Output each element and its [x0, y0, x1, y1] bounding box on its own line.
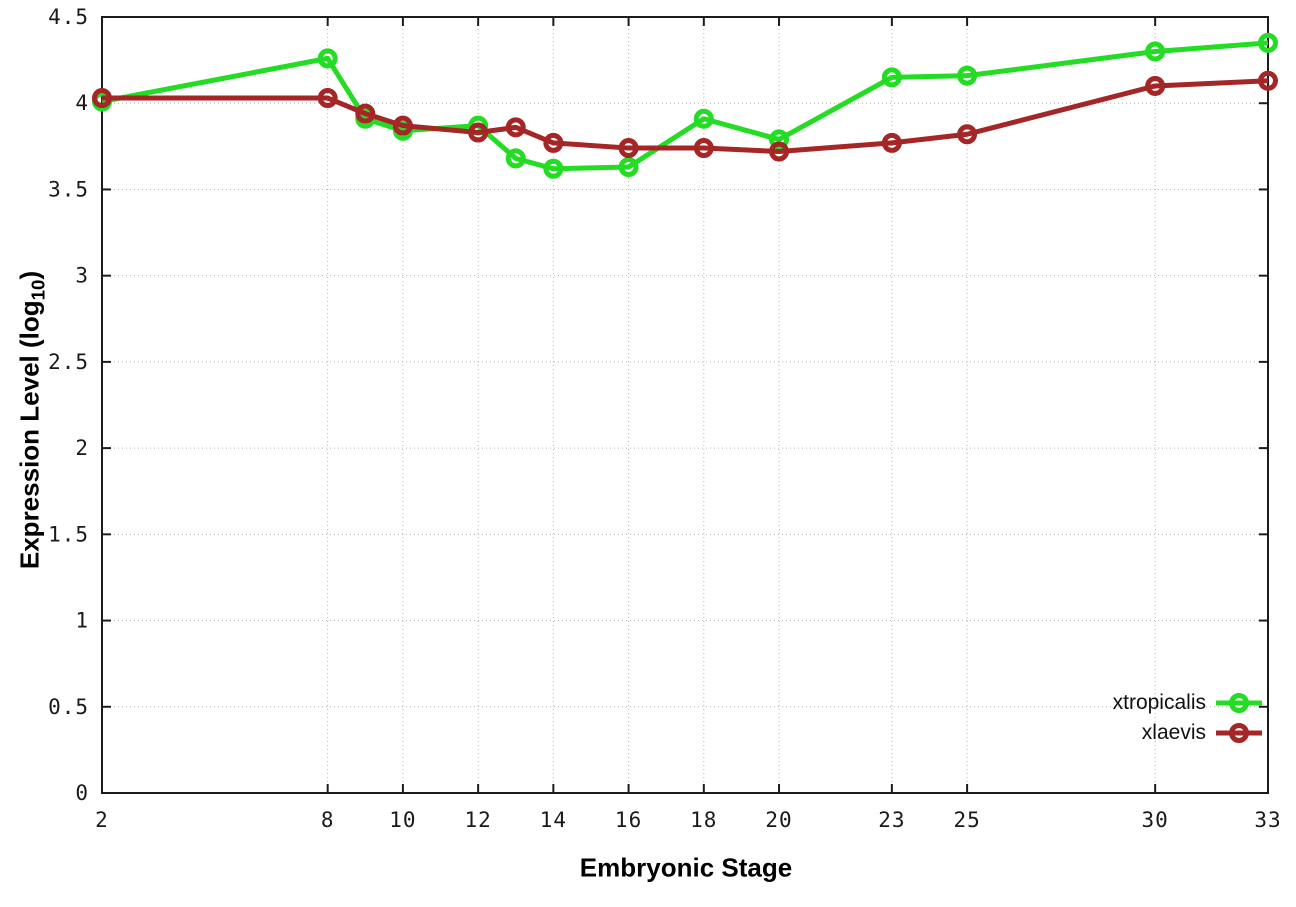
series-line-xlaevis	[102, 78, 1269, 155]
tick-marks	[101, 16, 1269, 794]
legend-label-xlaevis: xlaevis	[1141, 720, 1206, 744]
data-point-xlaevis	[881, 132, 902, 153]
data-point-xtropicalis	[769, 129, 790, 150]
legend-label-xtropicalis: xtropicalis	[1112, 690, 1206, 714]
y-axis-title: Expression Level (log10)	[14, 271, 49, 569]
svg-text:4: 4	[75, 91, 89, 115]
data-point-xlaevis	[618, 138, 639, 159]
data-point-xlaevis	[769, 141, 790, 162]
legend: xtropicalis xlaevis	[1113, 688, 1262, 747]
legend-swatch-xlaevis	[1216, 722, 1262, 743]
data-point-xlaevis	[957, 124, 978, 145]
y-axis-title-subscript: 10	[27, 279, 49, 301]
legend-swatch-xtropicalis	[1216, 692, 1262, 713]
data-point-xlaevis	[505, 117, 526, 138]
svg-text:10: 10	[389, 808, 416, 832]
data-point-xlaevis	[1145, 75, 1166, 96]
y-axis-title-close: )	[14, 270, 45, 280]
data-point-xlaevis	[1258, 70, 1278, 91]
svg-text:12: 12	[464, 808, 491, 832]
legend-item-xlaevis: xlaevis	[1113, 718, 1262, 747]
data-point-xtropicalis	[1145, 41, 1166, 62]
svg-text:3: 3	[75, 264, 89, 288]
data-point-xlaevis	[92, 88, 112, 109]
svg-text:4.5: 4.5	[48, 5, 89, 29]
data-point-xlaevis	[468, 122, 489, 143]
y-axis-title-text: Expression Level (log	[14, 300, 45, 570]
data-point-xlaevis	[543, 132, 564, 153]
series-xtropicalis	[92, 32, 1278, 179]
svg-text:2: 2	[75, 436, 89, 460]
svg-text:3.5: 3.5	[48, 177, 89, 201]
data-point-xtropicalis	[543, 158, 564, 179]
y-tick-labels: 0 0.5 1 1.5 2 2.5 3 3.5 4 4.5	[48, 5, 89, 805]
x-tick-labels: 2 8 10 12 14 16 18 20 23 25 30 33	[95, 808, 1281, 832]
svg-text:30: 30	[1142, 808, 1169, 832]
svg-text:2: 2	[95, 808, 109, 832]
svg-text:1.5: 1.5	[48, 522, 89, 546]
data-point-xtropicalis	[957, 65, 978, 86]
data-point-xlaevis	[392, 115, 413, 136]
data-point-xtropicalis	[1258, 32, 1278, 53]
svg-text:0.5: 0.5	[48, 695, 89, 719]
svg-text:1: 1	[75, 609, 89, 633]
svg-text:14: 14	[540, 808, 567, 832]
svg-text:8: 8	[321, 808, 335, 832]
svg-text:33: 33	[1254, 808, 1281, 832]
svg-text:0: 0	[75, 781, 89, 805]
svg-text:25: 25	[953, 808, 980, 832]
series-xlaevis	[92, 70, 1278, 162]
data-point-xtropicalis	[881, 67, 902, 88]
x-axis-title: Embryonic Stage	[579, 852, 793, 883]
svg-text:23: 23	[878, 808, 905, 832]
data-point-xtropicalis	[693, 108, 714, 129]
svg-text:20: 20	[765, 808, 792, 832]
svg-text:2.5: 2.5	[48, 350, 89, 374]
plot-border	[101, 16, 1269, 794]
data-point-xtropicalis	[317, 48, 338, 69]
data-point-xlaevis	[693, 138, 714, 159]
data-point-xlaevis	[317, 88, 338, 109]
legend-item-xtropicalis: xtropicalis	[1113, 688, 1262, 717]
svg-text:18: 18	[690, 808, 717, 832]
data-point-xtropicalis	[618, 157, 639, 178]
data-point-xtropicalis	[505, 148, 526, 169]
svg-text:16: 16	[615, 808, 642, 832]
data-point-xlaevis	[355, 103, 376, 124]
